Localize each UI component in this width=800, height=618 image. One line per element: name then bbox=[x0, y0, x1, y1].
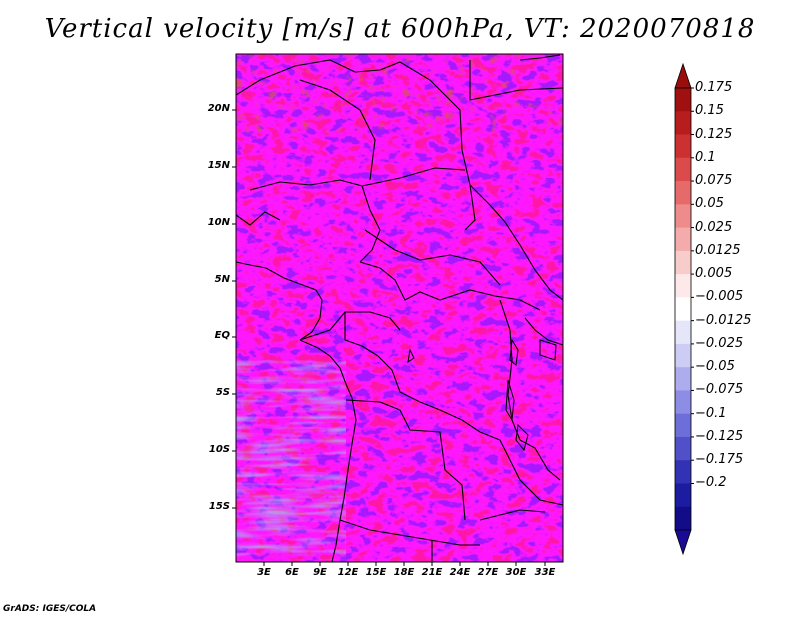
longitude-label: 30E bbox=[505, 567, 527, 578]
vertical-velocity-field bbox=[236, 54, 563, 562]
colorbar-swatch bbox=[675, 157, 691, 182]
software-credit: GrADS: IGES/COLA bbox=[3, 604, 97, 614]
colorbar-label: −0.1 bbox=[695, 405, 727, 421]
latitude-label: 10N bbox=[207, 217, 230, 228]
colorbar-label: 0.005 bbox=[695, 266, 733, 282]
latitude-label: 5S bbox=[215, 387, 230, 398]
colorbar-swatch bbox=[675, 436, 691, 461]
colorbar-swatch bbox=[675, 274, 691, 298]
longitude-label: 3E bbox=[257, 567, 271, 578]
colorbar-label: 0.0125 bbox=[695, 242, 741, 258]
colorbar-swatch bbox=[675, 390, 691, 415]
colorbar-swatch bbox=[675, 88, 691, 112]
latitude-label: 15S bbox=[208, 501, 230, 512]
latitude-label: 20N bbox=[207, 103, 230, 114]
colorbar-label: −0.175 bbox=[695, 452, 744, 468]
colorbar-label: −0.0125 bbox=[695, 312, 752, 328]
colorbar-min-arrow bbox=[674, 529, 692, 556]
colorbar-swatch bbox=[675, 297, 691, 322]
colorbar-swatch bbox=[675, 204, 691, 229]
country-borders bbox=[235, 54, 564, 563]
colorbar-label: 0.075 bbox=[695, 173, 733, 189]
map-title: Vertical velocity [m/s] at 600hPa, VT: 2… bbox=[44, 14, 756, 44]
longitude-label: 18E bbox=[393, 567, 415, 578]
colorbar-swatch bbox=[675, 181, 691, 205]
colorbar-label: 0.15 bbox=[695, 103, 724, 119]
colorbar-swatch bbox=[675, 343, 691, 368]
colorbar-swatch bbox=[675, 320, 691, 345]
colorbar bbox=[674, 62, 694, 556]
latitude-label: 15N bbox=[207, 160, 230, 171]
colorbar-swatch bbox=[675, 111, 691, 136]
longitude-label: 21E bbox=[421, 567, 443, 578]
colorbar-swatch bbox=[675, 483, 691, 508]
colorbar-label: 0.1 bbox=[695, 149, 716, 165]
colorbar-label: −0.2 bbox=[695, 475, 727, 491]
colorbar-label: 0.05 bbox=[695, 196, 724, 212]
map-frame bbox=[235, 53, 564, 563]
colorbar-label: 0.175 bbox=[695, 80, 733, 95]
longitude-label: 12E bbox=[337, 567, 359, 578]
colorbar-label: −0.125 bbox=[695, 428, 744, 444]
colorbar-swatch bbox=[675, 250, 691, 275]
colorbar-label: 0.125 bbox=[695, 126, 733, 142]
colorbar-swatch bbox=[675, 367, 691, 391]
longitude-label: 15E bbox=[365, 567, 387, 578]
longitude-label: 9E bbox=[313, 567, 327, 578]
colorbar-label: −0.005 bbox=[695, 289, 744, 305]
colorbar-swatch bbox=[675, 413, 691, 438]
colorbar-label: 0.025 bbox=[695, 219, 733, 235]
latitude-label: 5N bbox=[214, 274, 230, 285]
longitude-label: 6E bbox=[285, 567, 299, 578]
longitude-label: 24E bbox=[449, 567, 471, 578]
latitude-label: 10S bbox=[208, 444, 230, 455]
colorbar-swatch bbox=[675, 134, 691, 159]
colorbar-swatch bbox=[675, 227, 691, 252]
latitude-label: EQ bbox=[214, 330, 230, 341]
colorbar-swatch bbox=[675, 460, 691, 484]
lakes bbox=[407, 338, 557, 452]
axis-ticks bbox=[232, 109, 546, 566]
colorbar-label: −0.075 bbox=[695, 382, 744, 398]
colorbar-label: −0.05 bbox=[695, 359, 735, 375]
colorbar-label: −0.025 bbox=[695, 335, 744, 351]
longitude-label: 33E bbox=[534, 567, 556, 578]
colorbar-swatch bbox=[675, 506, 691, 531]
colorbar-max-arrow bbox=[674, 62, 692, 89]
longitude-label: 27E bbox=[477, 567, 499, 578]
